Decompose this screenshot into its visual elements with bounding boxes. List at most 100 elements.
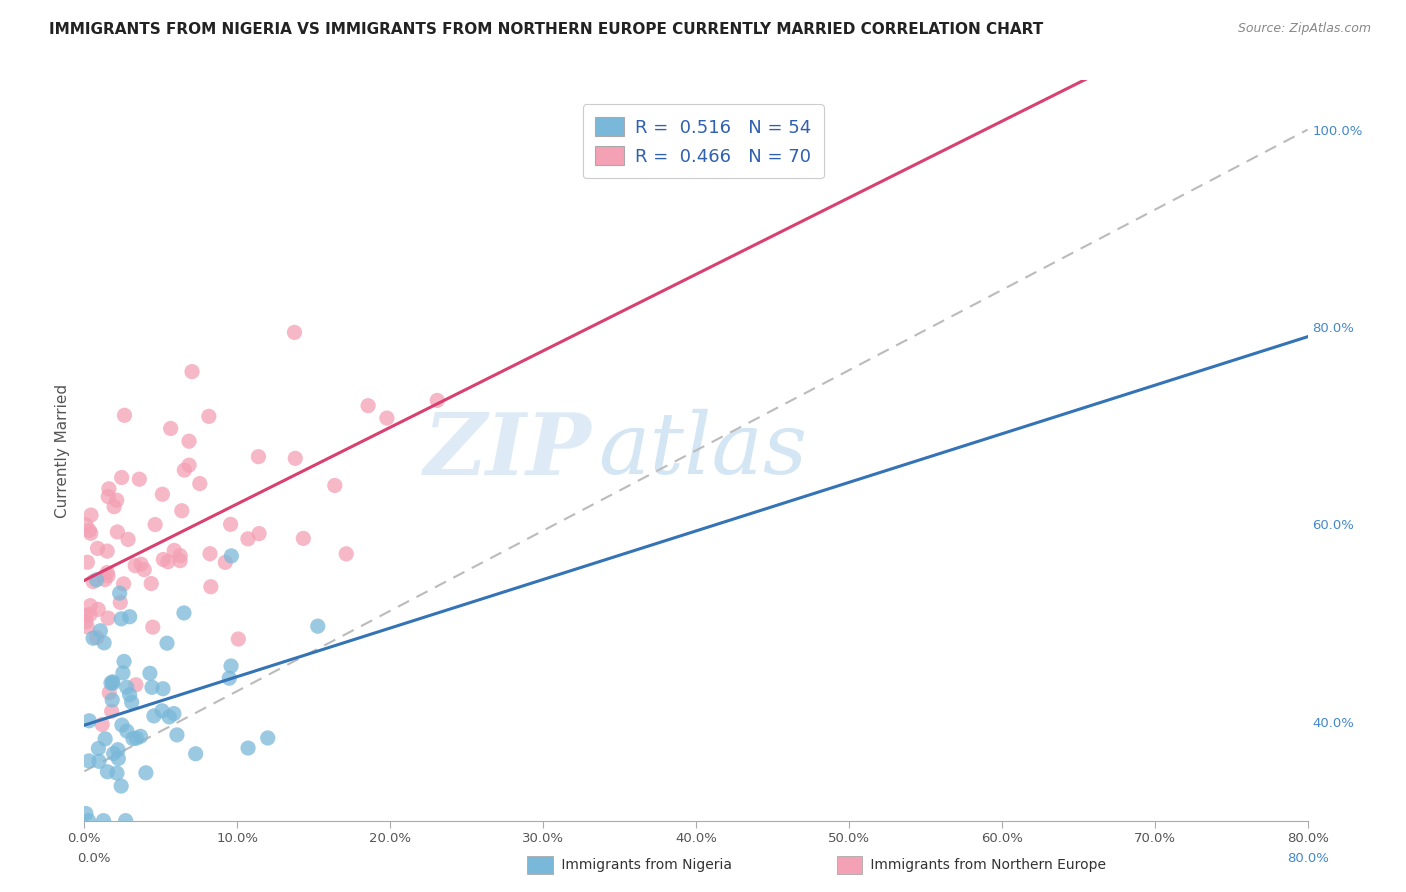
Point: [87, 602, 110, 616]
Point: [247, 526, 270, 541]
Point: [236, 741, 259, 756]
Point: [103, 500, 125, 514]
Text: ZIP: ZIP: [425, 409, 592, 492]
Point: [100, 676, 122, 690]
Point: [86, 631, 108, 645]
Point: [80, 508, 103, 522]
Point: [200, 580, 222, 594]
Point: [107, 751, 129, 765]
Point: [111, 718, 134, 732]
Point: [177, 434, 200, 449]
Point: [91, 717, 114, 731]
Point: [110, 595, 132, 609]
Point: [170, 504, 193, 518]
Point: [76, 555, 98, 569]
Point: [292, 532, 315, 546]
Point: [79, 524, 101, 538]
Y-axis label: Currently Married: Currently Married: [55, 384, 70, 517]
Point: [82, 631, 104, 645]
Point: [89, 624, 111, 638]
Point: [77, 814, 100, 828]
Point: [93, 636, 115, 650]
Point: [77, 754, 100, 768]
Point: [108, 586, 131, 600]
Point: [105, 766, 128, 780]
Point: [75, 608, 97, 623]
Point: [75, 806, 97, 821]
Point: [115, 681, 138, 695]
Point: [128, 472, 150, 486]
Point: [335, 547, 357, 561]
Point: [111, 665, 134, 680]
Point: [129, 557, 152, 571]
Point: [141, 576, 163, 591]
Point: [86, 541, 108, 556]
Text: Immigrants from Nigeria: Immigrants from Nigeria: [557, 858, 731, 872]
Point: [134, 563, 156, 577]
Point: [375, 411, 398, 425]
Point: [93, 814, 115, 828]
Point: [218, 671, 240, 685]
Point: [103, 747, 125, 761]
Point: [97, 490, 120, 504]
Point: [105, 524, 128, 539]
Point: [122, 731, 145, 746]
Point: [107, 742, 129, 756]
Point: [97, 482, 120, 496]
Point: [143, 517, 166, 532]
Point: [86, 573, 108, 587]
Point: [94, 731, 117, 746]
Point: [307, 619, 329, 633]
Point: [181, 365, 204, 379]
Point: [152, 681, 174, 696]
Legend: R =  0.516   N = 54, R =  0.466   N = 70: R = 0.516 N = 54, R = 0.466 N = 70: [582, 104, 824, 178]
Point: [97, 568, 120, 582]
Point: [139, 666, 162, 681]
Point: [125, 678, 148, 692]
Point: [82, 574, 104, 589]
Point: [118, 609, 141, 624]
Point: [129, 729, 152, 743]
Point: [283, 326, 305, 340]
Point: [256, 731, 278, 745]
Point: [100, 704, 122, 718]
Point: [247, 450, 270, 464]
Point: [96, 566, 118, 580]
Point: [141, 681, 163, 695]
Point: [101, 693, 124, 707]
Point: [118, 688, 141, 702]
Point: [114, 814, 136, 828]
Point: [96, 544, 118, 558]
Text: Source: ZipAtlas.com: Source: ZipAtlas.com: [1237, 22, 1371, 36]
Point: [219, 517, 242, 532]
Point: [80, 526, 103, 541]
Point: [75, 517, 97, 532]
Point: [169, 549, 191, 563]
Point: [236, 532, 259, 546]
Point: [152, 552, 174, 566]
Point: [150, 487, 173, 501]
Point: [97, 611, 120, 625]
Point: [110, 779, 132, 793]
Point: [159, 421, 181, 435]
Point: [112, 655, 135, 669]
Point: [114, 409, 136, 423]
Point: [166, 728, 188, 742]
Point: [163, 706, 186, 721]
Point: [221, 549, 243, 563]
Point: [142, 620, 165, 634]
Point: [179, 458, 201, 472]
Point: [125, 731, 148, 746]
Point: [110, 612, 132, 626]
Point: [105, 493, 128, 508]
Point: [188, 476, 211, 491]
Point: [121, 695, 143, 709]
Text: IMMIGRANTS FROM NIGERIA VS IMMIGRANTS FROM NORTHERN EUROPE CURRENTLY MARRIED COR: IMMIGRANTS FROM NIGERIA VS IMMIGRANTS FR…: [49, 22, 1043, 37]
Point: [163, 543, 186, 558]
Point: [76, 620, 98, 634]
Point: [96, 764, 118, 779]
Point: [101, 676, 124, 690]
Point: [198, 409, 221, 424]
Point: [87, 755, 110, 769]
Point: [150, 704, 173, 718]
